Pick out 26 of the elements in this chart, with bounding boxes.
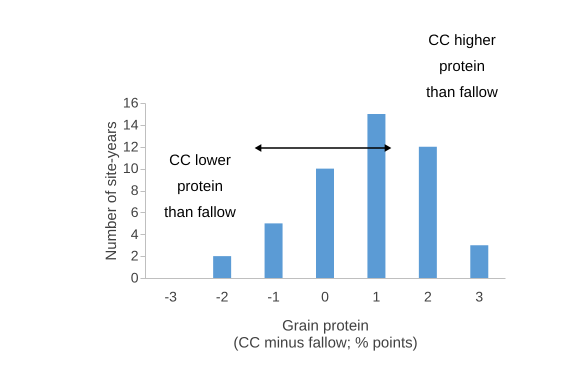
text: CC higher protein than fallow — [426, 32, 498, 101]
x-tick-label: -3 — [164, 288, 178, 304]
y-tick-label: 8 — [130, 182, 139, 198]
x-tick-label: -2 — [216, 288, 229, 304]
y-tick-label: 16 — [122, 94, 139, 110]
bar — [316, 168, 334, 278]
x-axis-title: Grain protein (CC minus fallow; % points) — [233, 318, 418, 352]
bar — [264, 223, 283, 278]
y-axis-title: Number of site-years — [102, 121, 120, 261]
bar — [418, 146, 437, 278]
bar — [213, 256, 232, 278]
bar — [470, 245, 488, 278]
x-tick-label: 0 — [321, 288, 330, 304]
x-tick-label: 2 — [424, 288, 432, 304]
annotation: CC lower protein than fallow — [164, 152, 236, 221]
x-tick-label: 1 — [372, 288, 381, 304]
y-tick-label: 10 — [122, 160, 139, 176]
y-tick-label: 12 — [122, 138, 139, 154]
x-tick-label: 3 — [475, 288, 484, 304]
y-tick-label: 14 — [122, 116, 139, 132]
y-tick-label: 6 — [130, 204, 139, 220]
y-tick-label: 4 — [130, 226, 139, 242]
bar — [367, 114, 386, 278]
y-tick-label: 2 — [130, 248, 139, 264]
y-tick-label: 0 — [130, 270, 139, 286]
x-tick-label: -1 — [267, 288, 280, 304]
